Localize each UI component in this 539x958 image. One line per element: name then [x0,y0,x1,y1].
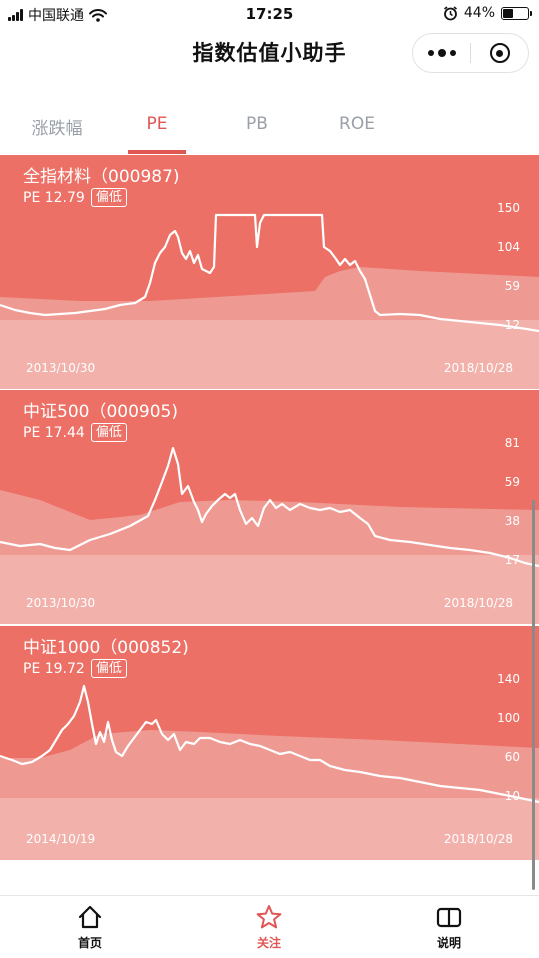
tabbar-label: 说明 [436,936,461,950]
wifi-icon [89,8,107,22]
capsule-divider [470,43,471,63]
tab-roe[interactable]: ROE [312,114,402,154]
tab-change[interactable]: 涨跌幅 [12,114,102,154]
battery-percent: 44% [463,5,495,21]
index-name: 中证500（000905) [23,402,178,422]
start-date: 2014/10/19 [26,832,96,846]
y-tick: 81 [504,436,520,450]
tabbar-label: 关注 [256,936,281,950]
clock: 17:25 [245,5,294,23]
index-name: 全指材料（000987) [23,167,180,187]
pe-text: PE 12.79 [23,189,85,206]
pe-text: PE 19.72 [23,660,85,677]
nav-header: 指数估值小助手 [0,28,539,78]
star-icon [256,905,282,929]
carrier-label: 中国联通 [28,8,84,24]
y-tick: 12 [504,318,520,332]
y-tick: 59 [504,475,520,489]
start-date: 2013/10/30 [26,361,96,375]
mid-band [0,730,539,798]
tab-label: PB [246,114,268,134]
y-tick: 38 [504,514,520,528]
pe-line [0,213,539,333]
y-tick: 10 [504,789,520,803]
y-tick: 17 [504,553,520,567]
bottom-tab-bar: 首页 关注 说明 [0,895,539,958]
valuation-badge: 偏低 [90,423,127,442]
pe-chart [0,684,539,860]
y-tick: 59 [504,279,520,293]
end-date: 2018/10/28 [443,832,513,846]
y-tick: 60 [504,750,520,764]
end-date: 2018/10/28 [443,361,513,375]
y-tick: 150 [497,201,520,215]
scrollbar[interactable] [532,500,535,890]
menu-capsule [412,33,529,73]
pe-chart [0,213,539,389]
signal-icon [8,9,23,21]
alarm-icon [443,5,457,20]
pe-line [0,446,539,568]
low-band [0,798,539,860]
y-tick: 104 [497,240,520,254]
pe-text: PE 17.44 [23,424,85,441]
index-name: 中证1000（000852) [23,638,189,658]
more-icon[interactable] [413,34,470,72]
page-title: 指数估值小助手 [192,41,347,65]
pe-value: PE 17.44 偏低 [23,423,127,442]
end-date: 2018/10/28 [443,596,513,610]
battery-icon [501,6,532,20]
home-icon [78,905,102,929]
index-card-csi500[interactable]: 中证500（000905) PE 17.44 偏低 81 59 38 17 201… [0,390,539,624]
y-tick: 140 [497,672,520,686]
status-bar: 中国联通 17:25 44% [0,0,539,28]
index-card-materials[interactable]: 全指材料（000987) PE 12.79 偏低 150 104 59 12 20… [0,155,539,389]
low-band [0,555,539,624]
valuation-badge: 偏低 [90,188,127,207]
tabbar-label: 首页 [77,936,102,950]
pe-value: PE 12.79 偏低 [23,188,127,207]
mid-band [0,267,539,320]
tabbar-home[interactable]: 首页 [50,904,130,951]
tabbar-guide[interactable]: 说明 [409,904,489,951]
tabbar-follow[interactable]: 关注 [229,904,309,951]
tab-pb[interactable]: PB [212,114,302,154]
close-mini-program-icon[interactable] [471,34,528,72]
pe-line [0,684,539,804]
tab-label: ROE [339,114,375,134]
tab-label: 涨跌幅 [31,119,83,139]
index-card-csi1000[interactable]: 中证1000（000852) PE 19.72 偏低 140 100 60 10 … [0,626,539,860]
pe-value: PE 19.72 偏低 [23,659,127,678]
y-tick: 100 [497,711,520,725]
low-band [0,320,539,389]
book-icon [436,907,462,928]
tab-label: PE [146,114,168,134]
pe-chart [0,446,539,624]
tab-pe[interactable]: PE [112,114,202,154]
valuation-badge: 偏低 [90,659,127,678]
metric-tabs: 涨跌幅 PE PB ROE [0,104,539,154]
start-date: 2013/10/30 [26,596,96,610]
mid-band [0,490,539,555]
